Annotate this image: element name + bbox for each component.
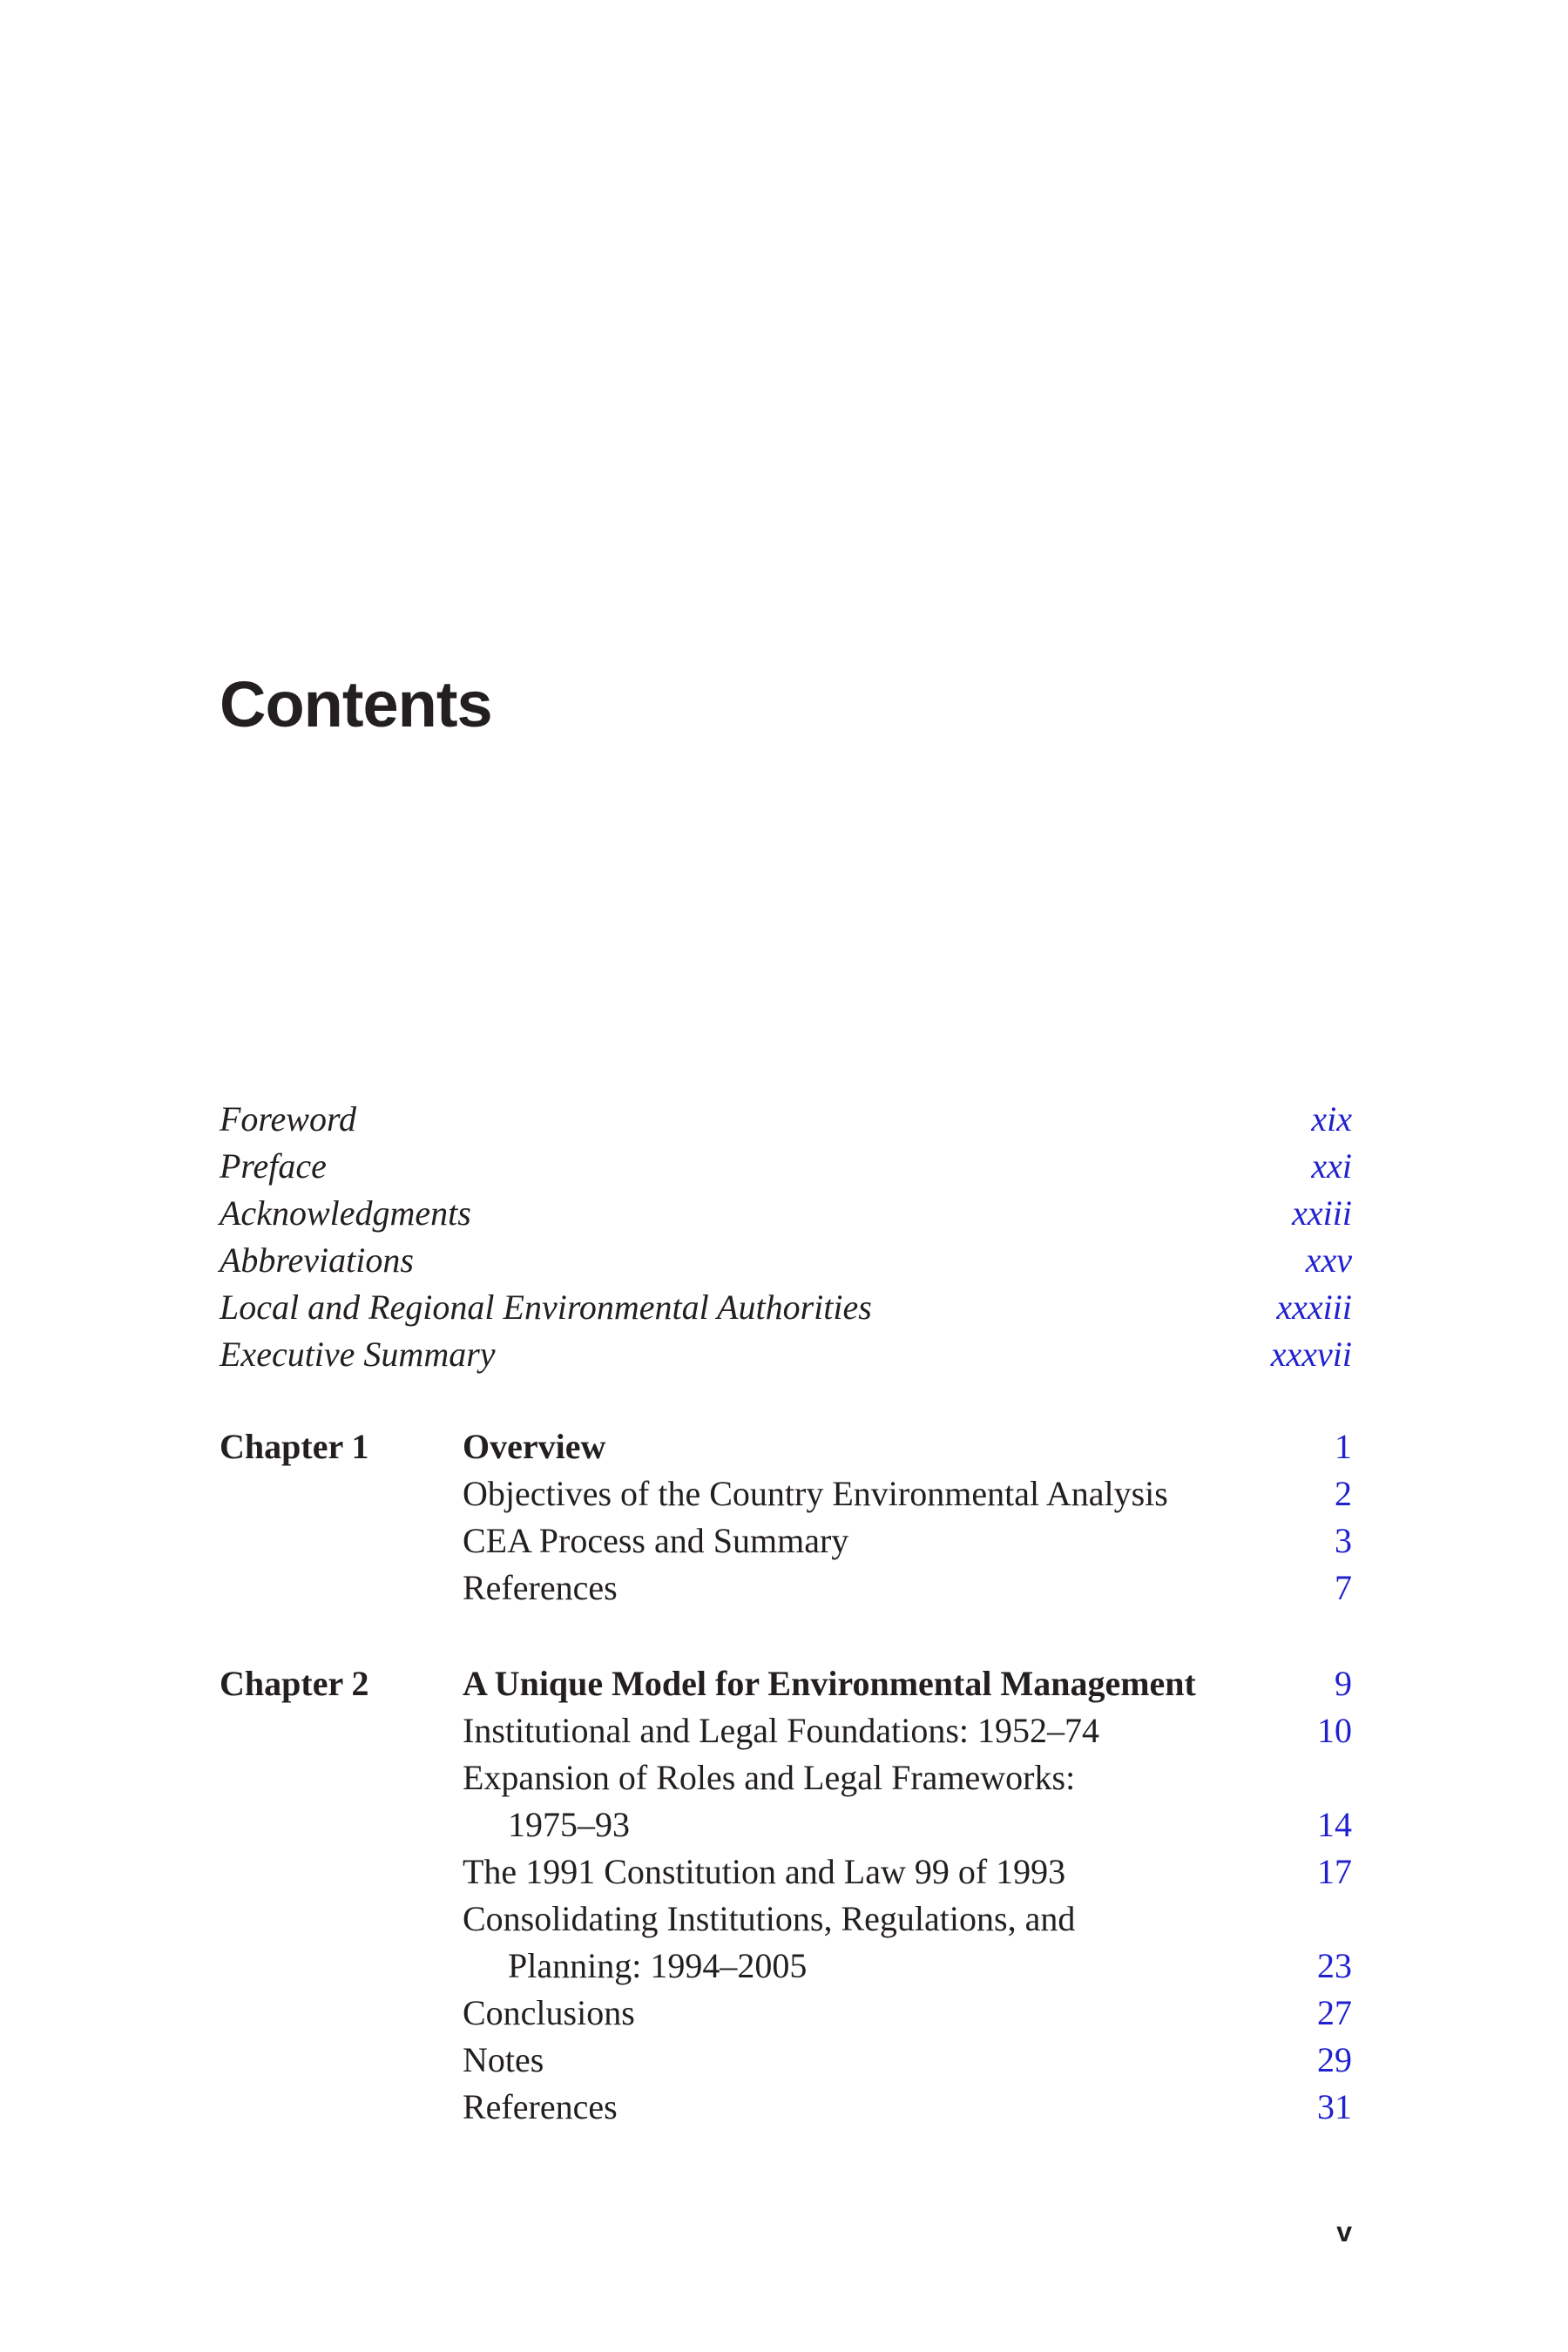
- toc-entry-page-link[interactable]: xxi: [1311, 1146, 1352, 1186]
- toc-entry-title: Local and Regional Environmental Authori…: [220, 1288, 872, 1327]
- toc-row: Chapter 1 Overview 1: [220, 1423, 1352, 1470]
- toc-row-title: References: [463, 2087, 618, 2126]
- toc-row-page-link[interactable]: 2: [1335, 1474, 1352, 1513]
- chapter-list: Chapter 1 Overview 1 Objectives of the C…: [220, 1423, 1352, 2131]
- toc-row-title: References: [463, 1568, 618, 1607]
- toc-row: Conclusions 27: [220, 1990, 1352, 2037]
- toc-row-title: CEA Process and Summary: [463, 1521, 849, 1560]
- toc-row-page-link[interactable]: 27: [1317, 1993, 1352, 2032]
- toc-row-title: Overview: [463, 1427, 606, 1466]
- toc-row-page-link[interactable]: 23: [1317, 1946, 1352, 1985]
- toc-row-page-link[interactable]: 7: [1335, 1568, 1352, 1607]
- toc-row: 1975–93 14: [220, 1801, 1352, 1848]
- toc-row-title: Objectives of the Country Environmental …: [463, 1474, 1168, 1513]
- toc-row: Objectives of the Country Environmental …: [220, 1470, 1352, 1517]
- toc-entry-title: Preface: [220, 1146, 327, 1186]
- toc-row: Consolidating Institutions, Regulations,…: [220, 1896, 1352, 1943]
- toc-row-page-link[interactable]: 14: [1317, 1805, 1352, 1844]
- chapter-block-1: Chapter 1 Overview 1 Objectives of the C…: [220, 1423, 1352, 1612]
- toc-row-page-link[interactable]: 3: [1335, 1521, 1352, 1560]
- toc-entry-foreword: Foreword xix: [220, 1096, 1352, 1143]
- toc-entry-page-link[interactable]: xix: [1311, 1099, 1352, 1139]
- toc-entry-abbreviations: Abbreviations xxv: [220, 1237, 1352, 1284]
- toc-entry-preface: Preface xxi: [220, 1143, 1352, 1190]
- toc-entry-page-link[interactable]: xxxvii: [1270, 1335, 1352, 1374]
- toc-entry-title: Abbreviations: [220, 1240, 414, 1280]
- chapter-label: Chapter 1: [220, 1427, 369, 1466]
- toc-row: Planning: 1994–2005 23: [220, 1943, 1352, 1990]
- toc-row-title: Notes: [463, 2040, 544, 2079]
- toc-row-title-continuation: Planning: 1994–2005: [508, 1946, 808, 1985]
- toc-entry-title: Acknowledgments: [220, 1193, 471, 1233]
- toc-entry-local-regional-authorities: Local and Regional Environmental Authori…: [220, 1284, 1352, 1331]
- toc-row-title: The 1991 Constitution and Law 99 of 1993: [463, 1852, 1066, 1891]
- toc-entry-acknowledgments: Acknowledgments xxiii: [220, 1190, 1352, 1237]
- page-title: Contents: [220, 668, 493, 740]
- toc-row-title-continuation: 1975–93: [508, 1805, 630, 1844]
- toc-row-title: Institutional and Legal Foundations: 195…: [463, 1711, 1100, 1750]
- toc-row-page-link[interactable]: 10: [1317, 1711, 1352, 1750]
- toc-row-page-link[interactable]: 1: [1335, 1427, 1352, 1466]
- toc-row-page-link[interactable]: 17: [1317, 1852, 1352, 1891]
- toc-row: Notes 29: [220, 2037, 1352, 2084]
- toc-row-title: Conclusions: [463, 1993, 635, 2032]
- page-number-footer: v: [1336, 2216, 1352, 2247]
- front-matter-list: Foreword xix Preface xxi Acknowledgments…: [220, 1096, 1352, 1378]
- toc-row: References 7: [220, 1565, 1352, 1612]
- toc-row: Institutional and Legal Foundations: 195…: [220, 1707, 1352, 1754]
- toc-entry-page-link[interactable]: xxv: [1305, 1240, 1352, 1280]
- toc-row: Expansion of Roles and Legal Frameworks:: [220, 1754, 1352, 1801]
- toc-entry-page-link[interactable]: xxiii: [1292, 1193, 1352, 1233]
- toc-row: Chapter 2 A Unique Model for Environment…: [220, 1660, 1352, 1707]
- toc-entry-title: Foreword: [220, 1099, 357, 1139]
- toc-entry-title: Executive Summary: [220, 1335, 496, 1374]
- toc-entry-page-link[interactable]: xxxiii: [1276, 1288, 1352, 1327]
- toc-row: CEA Process and Summary 3: [220, 1517, 1352, 1565]
- toc-row: The 1991 Constitution and Law 99 of 1993…: [220, 1848, 1352, 1896]
- toc-row-title: A Unique Model for Environmental Managem…: [463, 1664, 1196, 1703]
- toc-row-page-link[interactable]: 31: [1317, 2087, 1352, 2126]
- toc-row-title: Consolidating Institutions, Regulations,…: [463, 1899, 1076, 1938]
- toc-row-page-link[interactable]: 29: [1317, 2040, 1352, 2079]
- chapter-label: Chapter 2: [220, 1664, 369, 1703]
- toc-row-page-link[interactable]: 9: [1335, 1664, 1352, 1703]
- toc-row: References 31: [220, 2084, 1352, 2131]
- chapter-block-2: Chapter 2 A Unique Model for Environment…: [220, 1660, 1352, 2131]
- toc-entry-executive-summary: Executive Summary xxxvii: [220, 1331, 1352, 1378]
- toc-row-title: Expansion of Roles and Legal Frameworks:: [463, 1758, 1076, 1797]
